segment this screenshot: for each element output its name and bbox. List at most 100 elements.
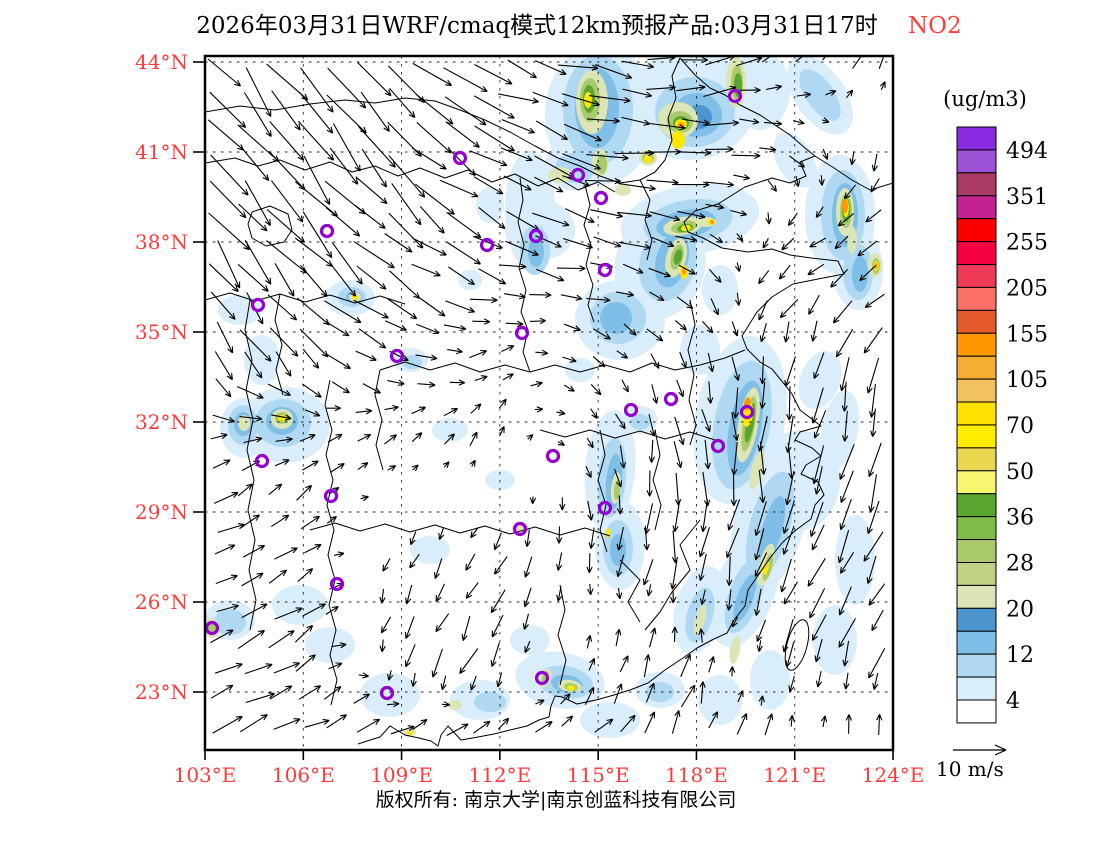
wind-arrow xyxy=(698,553,707,581)
wind-arrow xyxy=(273,718,301,730)
city-marker xyxy=(663,391,679,407)
wind-arrow xyxy=(473,95,515,119)
wind-arrow xyxy=(616,554,625,578)
wind-arrow xyxy=(643,525,650,551)
wind-arrow xyxy=(243,92,272,138)
wind-arrow xyxy=(859,265,877,282)
wind-arrow xyxy=(302,211,333,259)
wind-arrow xyxy=(622,60,655,70)
wind-arrow xyxy=(297,120,335,161)
wind-arrow xyxy=(621,116,651,126)
wind-arrow xyxy=(839,357,850,392)
wind-arrow xyxy=(621,379,629,393)
wind-arrow xyxy=(675,235,697,243)
wind-arrow xyxy=(787,212,798,226)
wind-arrow xyxy=(735,292,742,306)
wind-arrow xyxy=(670,590,677,604)
pollution-blob xyxy=(410,536,450,564)
legend-tick-label: 4 xyxy=(1006,689,1020,714)
wind-arrow xyxy=(649,211,681,222)
wind-arrow xyxy=(782,618,794,653)
wind-arrow xyxy=(216,321,234,354)
wind-arrow xyxy=(414,183,455,215)
wind-arrow xyxy=(504,293,526,300)
legend-swatch xyxy=(956,470,997,495)
wind-arrow xyxy=(498,398,507,409)
wind-arrow xyxy=(809,237,827,248)
wind-arrow xyxy=(298,685,322,700)
taiwan-island xyxy=(784,619,810,671)
lon-label: 109°E xyxy=(370,763,433,787)
legend-swatch xyxy=(956,378,997,403)
wind-arrow xyxy=(759,356,766,385)
wind-arrow xyxy=(435,583,445,603)
wind-arrow xyxy=(530,381,543,388)
wind-arrow xyxy=(242,544,266,558)
wind-reference-arrow-icon xyxy=(953,744,1007,756)
wind-arrow xyxy=(215,378,232,398)
wind-arrow xyxy=(622,263,644,274)
wind-arrow xyxy=(726,589,733,611)
city-marker xyxy=(250,297,266,313)
wind-arrow xyxy=(382,558,391,572)
wind-arrow xyxy=(592,356,606,368)
wind-arrow xyxy=(358,672,369,679)
wind-arrow xyxy=(648,413,656,437)
wind-arrow xyxy=(564,208,595,223)
pollution-blob xyxy=(852,256,868,292)
wind-arrow xyxy=(561,93,600,107)
wind-arrow xyxy=(676,149,712,157)
wind-arrow xyxy=(556,409,566,416)
wind-arrow xyxy=(651,384,659,404)
wind-arrow xyxy=(849,151,856,166)
legend-tick-label: 36 xyxy=(1006,506,1034,531)
wind-arrow xyxy=(535,268,565,282)
wind-arrow xyxy=(587,500,594,521)
wind-arrow xyxy=(588,657,595,671)
wind-arrow xyxy=(705,181,734,188)
pollution-blob xyxy=(360,673,420,717)
city-marker xyxy=(727,88,743,104)
wind-arrow xyxy=(830,269,849,288)
pollution-blob xyxy=(208,622,216,634)
wind-arrow xyxy=(240,714,268,733)
wind-arrow xyxy=(529,291,552,299)
wind-arrow xyxy=(842,640,850,667)
wind-arrow xyxy=(818,175,825,186)
wind-arrow xyxy=(868,442,882,477)
coastline xyxy=(357,155,893,747)
wind-arrow xyxy=(389,270,421,299)
wind-arrow xyxy=(355,176,388,205)
wind-arrow xyxy=(681,118,710,126)
city-markers xyxy=(205,88,755,701)
wind-arrow xyxy=(876,714,883,735)
wind-arrow xyxy=(843,184,857,200)
wind-arrow xyxy=(646,179,679,186)
wind-arrow xyxy=(445,121,480,148)
wind-arrow xyxy=(807,558,826,587)
legend-tick-label: 351 xyxy=(1006,185,1048,210)
wind-arrow xyxy=(387,670,394,681)
wind-arrow xyxy=(333,551,345,558)
wind-arrow xyxy=(390,725,415,735)
border-shanxi-hebei xyxy=(583,184,595,323)
wind-arrow xyxy=(329,147,359,185)
wind-arrow xyxy=(449,379,466,386)
wind-arrow xyxy=(411,464,419,472)
wind-reference-label: 10 m/s xyxy=(936,757,1004,781)
wind-arrow xyxy=(811,387,824,424)
wind-arrow xyxy=(559,497,566,511)
pollution-blob xyxy=(407,731,413,735)
wind-arrow xyxy=(623,323,637,336)
wind-arrow xyxy=(534,406,544,413)
wind-arrow xyxy=(328,662,343,670)
wind-arrow xyxy=(331,642,347,649)
wind-arrow xyxy=(388,212,424,249)
wind-arrow xyxy=(648,627,657,648)
wind-arrow xyxy=(783,321,790,343)
wind-arrow xyxy=(379,588,386,604)
pollution-blob xyxy=(835,515,875,605)
wind-arrow xyxy=(503,175,532,191)
wind-arrow xyxy=(786,386,793,421)
